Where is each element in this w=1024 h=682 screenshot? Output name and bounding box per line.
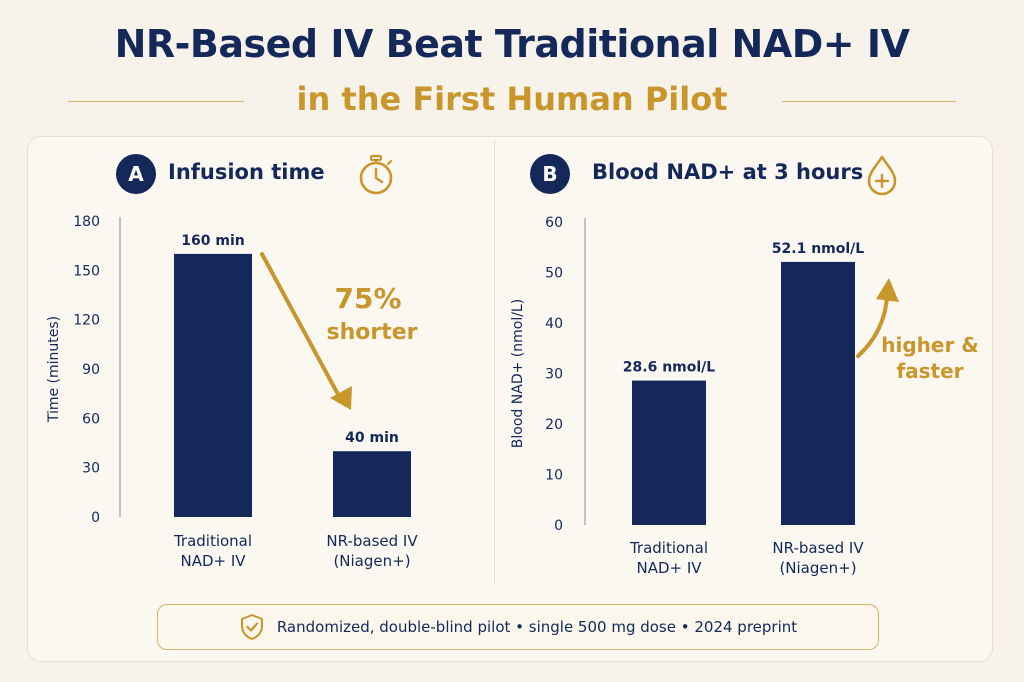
y-tick-label-a: 60 bbox=[82, 411, 100, 427]
footer-note: Randomized, double-blind pilot • single … bbox=[157, 604, 879, 650]
y-tick-label-b: 50 bbox=[545, 266, 563, 282]
y-tick-label-b: 40 bbox=[545, 316, 563, 332]
plus-drop-icon bbox=[862, 154, 902, 196]
data-label-b-0: 28.6 nmol/L bbox=[623, 360, 716, 376]
page-subtitle: in the First Human Pilot bbox=[296, 80, 728, 118]
y-tick-label-a: 120 bbox=[73, 313, 100, 329]
reduction-annotation: 75% shorter bbox=[326, 282, 417, 345]
panel-a-title: Infusion time bbox=[168, 160, 325, 184]
panel-divider bbox=[494, 140, 495, 584]
subtitle-rule-left bbox=[68, 101, 244, 102]
increase-annotation: higher & faster bbox=[881, 333, 978, 383]
y-axis-label-a: Time (minutes) bbox=[46, 316, 62, 423]
panel-a-header: A Infusion time bbox=[116, 154, 406, 196]
data-label-a-0: 160 min bbox=[181, 233, 244, 249]
y-tick-label-b: 10 bbox=[545, 468, 563, 484]
decrease-arrowhead bbox=[330, 386, 352, 410]
bar-a-1 bbox=[333, 451, 411, 517]
panel-b-badge: B bbox=[530, 154, 570, 194]
category-label-a-1: NR-based IV (Niagen+) bbox=[326, 532, 418, 570]
subtitle-rule-right bbox=[782, 101, 956, 102]
category-label-b-1: NR-based IV (Niagen+) bbox=[772, 539, 864, 577]
data-label-b-1: 52.1 nmol/L bbox=[772, 241, 865, 257]
category-label-b-0: Traditional NAD+ IV bbox=[629, 539, 708, 577]
data-label-a-1: 40 min bbox=[345, 430, 399, 446]
panel-b-title: Blood NAD+ at 3 hours bbox=[592, 160, 864, 184]
panel-b-header: B Blood NAD+ at 3 hours bbox=[530, 154, 910, 196]
y-tick-label-a: 150 bbox=[73, 263, 100, 279]
y-tick-label-a: 180 bbox=[73, 214, 100, 230]
y-tick-label-a: 30 bbox=[82, 461, 100, 477]
y-axis-label-b: Blood NAD+ (nmol/L) bbox=[510, 299, 526, 448]
subtitle-row: in the First Human Pilot bbox=[0, 80, 1024, 126]
y-tick-label-a: 90 bbox=[82, 362, 100, 378]
y-tick-label-b: 60 bbox=[545, 215, 563, 231]
y-tick-label-b: 30 bbox=[545, 367, 563, 383]
bar-b-0 bbox=[632, 380, 706, 525]
footer-text: Randomized, double-blind pilot • single … bbox=[276, 618, 798, 636]
increase-arrow bbox=[856, 294, 889, 358]
bar-a-0 bbox=[174, 253, 252, 517]
y-tick-label-b: 0 bbox=[554, 518, 563, 534]
category-label-a-0: Traditional NAD+ IV bbox=[173, 532, 252, 570]
shield-check-icon bbox=[240, 614, 263, 640]
y-tick-label-a: 0 bbox=[91, 510, 100, 526]
page-title: NR-Based IV Beat Traditional NAD+ IV bbox=[114, 22, 910, 66]
bar-b-1 bbox=[781, 261, 855, 525]
decrease-arrow bbox=[260, 252, 342, 400]
increase-arrowhead bbox=[876, 278, 899, 302]
stopwatch-icon bbox=[356, 154, 396, 196]
y-tick-label-b: 20 bbox=[545, 417, 563, 433]
panel-a-badge: A bbox=[116, 154, 156, 194]
